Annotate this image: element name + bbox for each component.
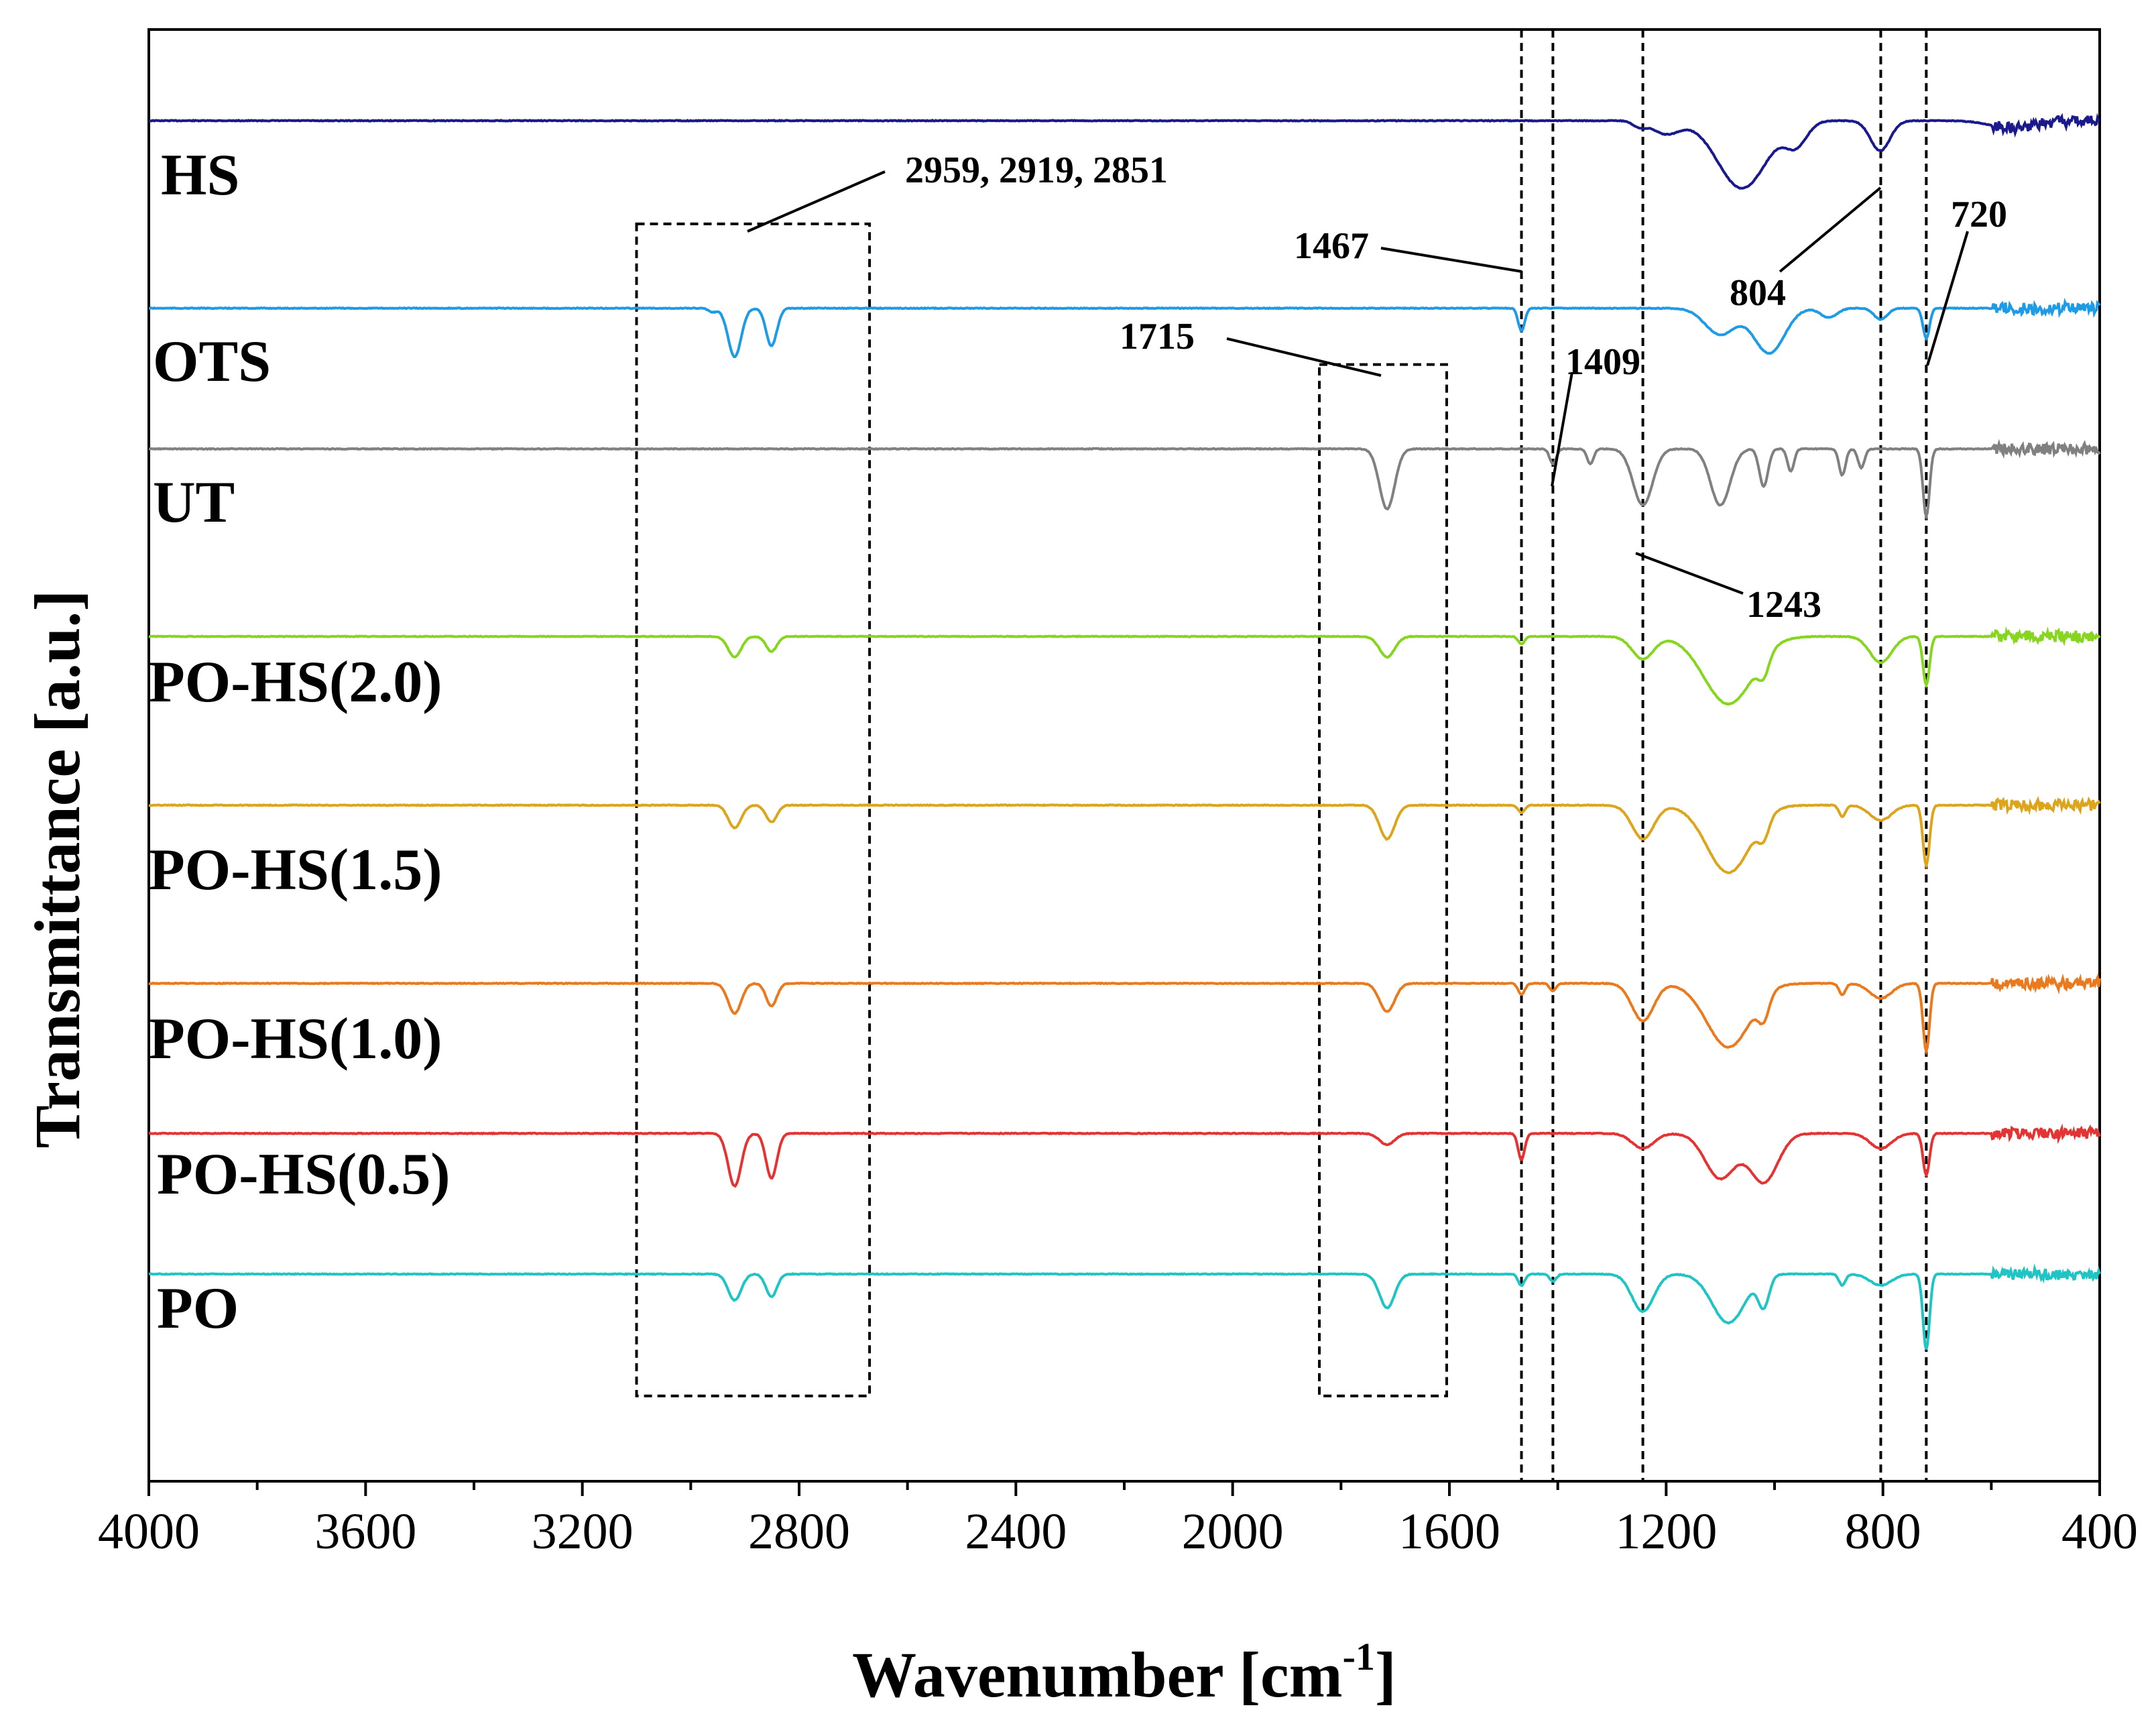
- annotation-1467: 1467: [1294, 225, 1369, 267]
- series-line-po-hs-1-5: [148, 796, 2101, 874]
- leader-1467: [1380, 247, 1522, 273]
- x-axis-title: Wavenumber [cm-1]: [852, 1635, 1396, 1711]
- series-label-hs: HS: [161, 143, 239, 208]
- leader-720: [1926, 231, 1969, 366]
- x-tick-label-1200: 1200: [1615, 1503, 1717, 1560]
- series-line-po-hs-0-5: [148, 1123, 2101, 1188]
- series-line-po: [148, 1263, 2101, 1350]
- series-line-po-hs-2-0: [148, 626, 2101, 706]
- leader-1409: [1551, 371, 1573, 487]
- series-label-po-hs-0-5: PO-HS(0.5): [157, 1142, 451, 1207]
- leader-1243: [1635, 552, 1744, 595]
- leader-2959: [747, 170, 886, 233]
- series-label-po-hs-1-5: PO-HS(1.5): [149, 838, 442, 903]
- series-line-po-hs-1-0: [147, 972, 2101, 1055]
- x-axis-ticks: 4000 3600 3200 2800 2400 2000 1600 1200 800 400: [98, 1481, 2138, 1560]
- x-axis-title-main: Wavenumber [cm: [852, 1639, 1342, 1711]
- x-axis-title-suffix: ]: [1375, 1639, 1396, 1711]
- x-tick-label-4000: 4000: [98, 1503, 200, 1560]
- series-line-ots: [148, 297, 2101, 359]
- region-box-1: [1318, 363, 1448, 1397]
- leader-1715: [1226, 337, 1382, 377]
- x-tick-label-2400: 2400: [965, 1503, 1067, 1560]
- annotation-leaders: [747, 170, 1969, 595]
- leader-804: [1779, 186, 1882, 273]
- annotation-1715: 1715: [1120, 316, 1195, 357]
- x-axis-title-superscript: -1: [1343, 1635, 1375, 1678]
- y-axis-title: Transmittance [a.u.]: [21, 590, 93, 1149]
- series-label-po-hs-2-0: PO-HS(2.0): [149, 650, 442, 715]
- series-line-ut: [148, 439, 2101, 521]
- region-box-0: [635, 222, 872, 1397]
- annotation-1409: 1409: [1565, 341, 1640, 383]
- vertical-markers: [1520, 30, 1928, 1481]
- x-tick-label-2000: 2000: [1182, 1503, 1284, 1560]
- x-tick-label-800: 800: [1845, 1503, 1921, 1560]
- series-label-po-hs-1-0: PO-HS(1.0): [149, 1007, 442, 1072]
- region-boxes: [635, 222, 1448, 1397]
- x-tick-label-3200: 3200: [532, 1503, 634, 1560]
- series-label-ut: UT: [153, 470, 235, 535]
- annotation-804: 804: [1730, 272, 1786, 314]
- series-line-hs: [148, 113, 2100, 190]
- series-label-po: PO: [157, 1276, 239, 1341]
- x-tick-label-3600: 3600: [314, 1503, 416, 1560]
- x-tick-label-2800: 2800: [748, 1503, 850, 1560]
- annotation-720: 720: [1951, 194, 2007, 235]
- annotation-1243: 1243: [1746, 584, 1821, 626]
- spectra-series: [147, 113, 2101, 1350]
- x-tick-label-400: 400: [2061, 1503, 2138, 1560]
- x-tick-label-1600: 1600: [1398, 1503, 1500, 1560]
- annotation-2959: 2959, 2919, 2851: [905, 150, 1168, 191]
- series-label-ots: OTS: [153, 329, 271, 394]
